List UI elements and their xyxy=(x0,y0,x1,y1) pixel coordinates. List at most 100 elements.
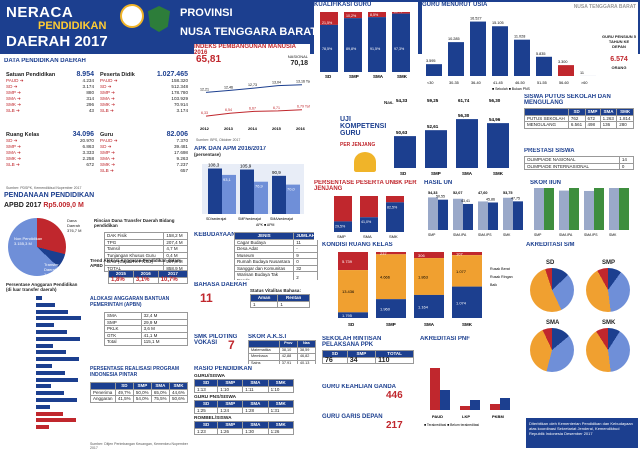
section-title: KUALIFIKASI GURU xyxy=(314,2,372,8)
kab-bar xyxy=(36,425,49,430)
uk-bar xyxy=(425,130,447,168)
uk-cat-label: SD xyxy=(400,171,407,176)
guru-block: Guru 82.006 PAUD ➔ 7.370 SD ➔ 39.481 SMP ➔ 17.… xyxy=(100,131,189,174)
table-cell: Anggaran xyxy=(90,395,116,403)
stat-label: SMK ➔ xyxy=(100,162,116,167)
table-cell: 1:10 xyxy=(217,385,244,393)
table-cell: 1:30 xyxy=(242,427,269,435)
peserta-total: 1.027.465 xyxy=(156,71,188,78)
apm-label: 76,9 xyxy=(255,184,264,189)
pensiun-value: 6.574 xyxy=(610,56,628,63)
ipm-nas-label: NASIONAL xyxy=(287,54,308,59)
stat-row: SD ➔ 39.481 xyxy=(100,144,188,150)
title-line3: DAERAH 2017 xyxy=(6,33,108,50)
section-title: GURU KEAHLIAN GANDA xyxy=(322,384,396,390)
table-row: Penerima 49,7% 50,0% 65,0% 44,6% xyxy=(90,388,189,396)
nas-bar xyxy=(609,188,619,230)
usia-cat-label: >60 xyxy=(581,81,587,85)
table-cell: 498 xyxy=(584,121,601,129)
gs-label: GURU/SISWA xyxy=(194,374,225,379)
usia-cat-label: <30 xyxy=(427,81,433,85)
table-header xyxy=(524,108,569,116)
pip-table: SD SMP SMA SMK Penerima 49,7% 50,0% 65,0% 44,6% A… xyxy=(90,382,189,403)
ipm-bottom-label: 6,79 Tahun xyxy=(297,105,310,109)
unbk-value: 41,0% xyxy=(361,220,372,224)
stat-row: SMP ➔ 880 xyxy=(6,90,94,96)
stat-row: SD ➔ 512.348 xyxy=(100,84,188,90)
usia-cat-label: 56-60 xyxy=(559,81,569,85)
table-cell: Penerima xyxy=(90,388,116,396)
apk-panel: APK DAN APM 2016/2017 (persentase) 108,3… xyxy=(194,146,310,230)
section-title: SKOR IIUN xyxy=(530,180,562,186)
source-note: Sumber: Ditjen Perimbangan Keuangan, Kem… xyxy=(90,442,188,450)
table-row: 1:13 1:10 1:11 1:10 xyxy=(194,385,295,393)
stat-value: 3.333 xyxy=(82,150,95,155)
apbd-value: Rp5.009,0 M xyxy=(43,202,84,209)
nas-value: 52,07 xyxy=(453,191,463,195)
title-line1: NERACA xyxy=(6,4,74,21)
stat-label: SD ➔ xyxy=(100,144,112,149)
prov-bar xyxy=(569,188,579,230)
vit-val: 1 xyxy=(277,300,310,308)
pnf-akr-bar xyxy=(430,368,440,410)
section-title: KONDISI RUANG KELAS xyxy=(322,242,393,248)
uk-bar xyxy=(456,119,478,168)
apk-bar-chart: 108,3 93,1 SD/sederajat 105,9 76,9 SMP/sedera… xyxy=(202,163,304,227)
rusak-ringan-value: 4.666 xyxy=(380,275,391,280)
rintisan-table: SD SMP TOTAL 76 34 110 xyxy=(322,350,414,364)
akr-label-smp: SMP xyxy=(602,260,616,266)
stat-value: 17.698 xyxy=(173,150,188,155)
apk-label: 105,9 xyxy=(240,164,252,169)
section-title: PENDANAAN PENDIDIKAN xyxy=(4,192,95,199)
unbk-unkp-bar xyxy=(386,196,404,203)
baik-bar xyxy=(414,294,444,318)
persentase-title: Persentase Anggaran Pendidikan (di luar … xyxy=(6,282,78,292)
cat-label: SMA IPA xyxy=(559,233,573,237)
satuan-list: PAUD ➔ 4.234 SD ➔ 3.174 SMP ➔ 880 SMA ➔ 314 SMK … xyxy=(6,78,94,114)
bahasa-panel: BAHASA DAERAH 11 Status Vitalitas Bahasa… xyxy=(194,282,320,312)
rincian-table: DAK Fisik 158,2 M TPG 207,4 M Tamsil 4,7 M Tun… xyxy=(103,232,188,272)
kab-bar xyxy=(36,377,78,382)
table-row: Warisan Budaya Tak Benda 2 xyxy=(233,271,318,280)
prestasi-panel: PRESTASI SISWA OLIMPIADE NASIONAL 14 OLIMP… xyxy=(524,148,638,180)
stat-value: 9.263 xyxy=(176,156,189,161)
prov-bar xyxy=(488,202,498,230)
prov-bar xyxy=(463,203,473,230)
prov-bar xyxy=(438,199,448,230)
apk-cat-label: SD/sederajat xyxy=(206,217,226,221)
stat-value: 43 xyxy=(88,108,94,113)
ipm-top-label: 13,04 xyxy=(272,81,281,85)
uk-prov-value: 50,63 xyxy=(396,130,408,135)
ipm-top-label: 12,46 xyxy=(224,85,233,89)
table-cell: 1:10 xyxy=(267,385,295,393)
pnf-belum-bar xyxy=(470,400,480,410)
apm-bar xyxy=(286,184,300,214)
uk-cat-label: SMA xyxy=(462,171,473,176)
pnf-akr-bar xyxy=(460,406,470,410)
kual-top-label: 10,2% xyxy=(346,14,357,18)
usia-value-label: 15.105 xyxy=(492,21,504,25)
usia-cat-label: 36-40 xyxy=(471,81,481,85)
baik-bar xyxy=(338,312,368,318)
ipm-top-label: 13,16 Tahun xyxy=(296,80,310,84)
stat-label: SMA ➔ xyxy=(100,96,115,101)
baik-bar xyxy=(376,299,406,318)
stat-value: 4.234 xyxy=(82,78,95,83)
stat-value: 880 xyxy=(86,90,94,95)
kab-bar-chart xyxy=(6,296,82,436)
stat-label: SMP ➔ xyxy=(6,90,21,95)
kual-top-label: 2,7% xyxy=(394,10,403,14)
stat-row: SMP ➔ 17.698 xyxy=(100,150,188,156)
table-cell: 115,1 M xyxy=(140,338,189,346)
usia-bar xyxy=(470,21,486,76)
prov-bar xyxy=(544,188,554,230)
kab-bar xyxy=(36,309,68,314)
kual-cat-label: SD xyxy=(325,74,332,79)
kual-cat-label: SMA xyxy=(373,74,384,79)
stat-row: SMK ➔ 70.914 xyxy=(100,102,188,108)
section-title: RASIO PENDIDIKAN xyxy=(194,366,253,372)
kab-bar xyxy=(36,418,76,423)
rusak-berat-value: 107 xyxy=(456,252,463,257)
stat-value: 512.348 xyxy=(171,84,188,89)
uk-nas-value: 54,33 xyxy=(396,98,408,103)
